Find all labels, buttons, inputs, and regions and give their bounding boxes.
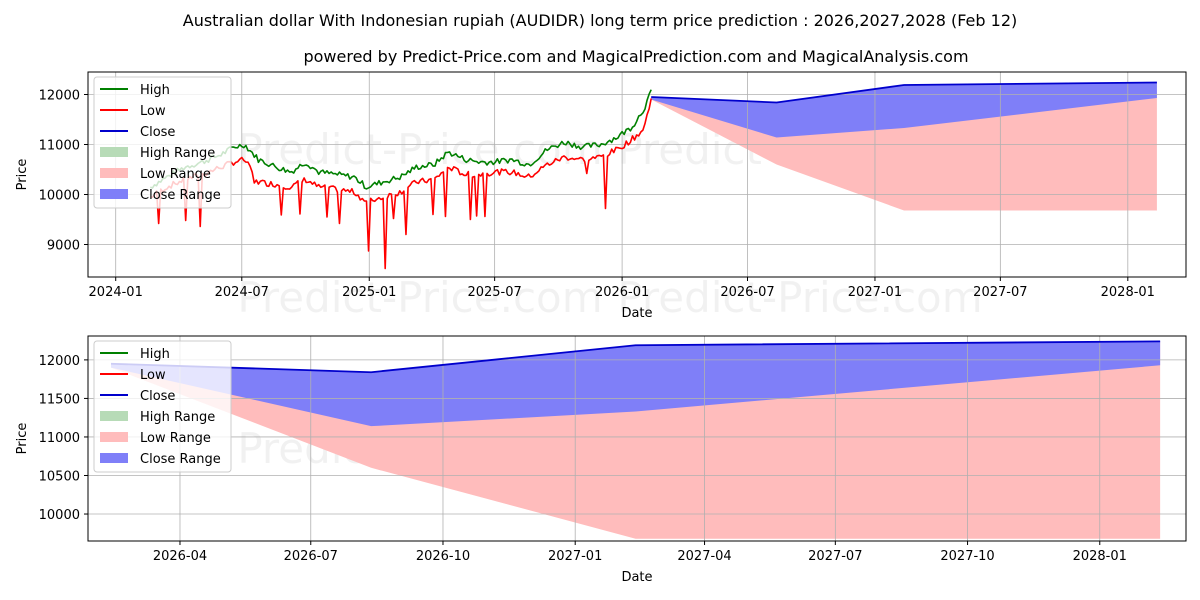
- legend-box: [93, 340, 232, 473]
- top-panel: Predict-Price.com Predict-Price.com Predic…: [15, 71, 1187, 322]
- y-tick-label: 12000: [39, 354, 80, 369]
- x-tick-label: 2026-10: [416, 549, 470, 564]
- y-tick-label: 11000: [39, 139, 80, 154]
- legend-entry: High Range: [140, 410, 215, 425]
- x-tick-label: 2024-07: [215, 285, 269, 300]
- legend-swatch: [100, 453, 128, 463]
- x-tick-label: 2028-01: [1101, 285, 1155, 300]
- x-tick-label: 2026-04: [153, 549, 207, 564]
- legend-swatch: [100, 411, 128, 421]
- legend-entry: Close: [140, 125, 175, 140]
- close-forecast-line: [651, 81, 1157, 104]
- y-tick-label: 12000: [39, 89, 80, 104]
- legend-entry: Low Range: [140, 431, 211, 446]
- plot-area: [88, 72, 1186, 277]
- x-axis-label: Date: [621, 570, 652, 585]
- low-series-line: [150, 98, 652, 270]
- x-tick-label: 2024-01: [89, 285, 143, 300]
- x-tick-label: 2027-01: [848, 285, 902, 300]
- x-tick-label: 2028-01: [1073, 549, 1127, 564]
- watermark: Predict-Price.com: [237, 125, 602, 174]
- chart-title: Australian dollar With Indonesian rupiah…: [183, 11, 1018, 30]
- legend-entry: High Range: [140, 146, 215, 161]
- watermark: Predict-Price.com: [617, 273, 982, 322]
- y-tick-label: 11000: [39, 431, 80, 446]
- legend-entry: Low: [140, 104, 166, 119]
- y-tick-label: 10500: [39, 469, 80, 484]
- x-axis-label: Date: [621, 306, 652, 321]
- legend-entry: Close: [140, 389, 175, 404]
- x-tick-label: 2027-07: [973, 285, 1027, 300]
- legend-entry: Low: [140, 368, 166, 383]
- legend-entry: High: [140, 347, 170, 362]
- y-tick-label: 10000: [39, 189, 80, 204]
- legend-swatch: [100, 432, 128, 442]
- y-tick-label: 11500: [39, 392, 80, 407]
- y-tick-label: 9000: [47, 239, 80, 254]
- legend-entry: Close Range: [140, 188, 221, 203]
- legend-entry: Close Range: [140, 452, 221, 467]
- x-tick-label: 2025-07: [467, 285, 521, 300]
- y-tick-label: 10000: [39, 508, 80, 523]
- y-axis-label: Price: [15, 423, 30, 455]
- close-range-band: [110, 341, 1161, 427]
- watermark: Predict-Price.com: [237, 273, 602, 322]
- x-tick-label: 2027-07: [808, 549, 862, 564]
- bottom-panel: Predict-Price.comPredict-Price.com2026-0…: [15, 335, 1187, 585]
- high-series-line: [150, 89, 652, 190]
- y-axis-label: Price: [15, 159, 30, 191]
- legend-entry: High: [140, 83, 170, 98]
- x-tick-label: 2027-04: [677, 549, 731, 564]
- legend-swatch: [100, 168, 128, 178]
- x-tick-label: 2026-07: [720, 285, 774, 300]
- close-range-band: [651, 82, 1157, 138]
- plot-area: [88, 336, 1186, 541]
- legend-swatch: [100, 147, 128, 157]
- chart-subtitle: powered by Predict-Price.com and Magical…: [303, 47, 968, 66]
- axes-frame: [87, 71, 1187, 278]
- x-tick-label: 2025-01: [342, 285, 396, 300]
- x-tick-label: 2026-01: [595, 285, 649, 300]
- x-tick-label: 2027-01: [548, 549, 602, 564]
- legend-entry: Low Range: [140, 167, 211, 182]
- x-tick-label: 2026-07: [284, 549, 338, 564]
- axes-frame: [87, 335, 1187, 542]
- legend-swatch: [100, 189, 128, 199]
- legend-box: [93, 76, 232, 209]
- close-forecast-line: [110, 340, 1161, 374]
- x-tick-label: 2027-10: [940, 549, 994, 564]
